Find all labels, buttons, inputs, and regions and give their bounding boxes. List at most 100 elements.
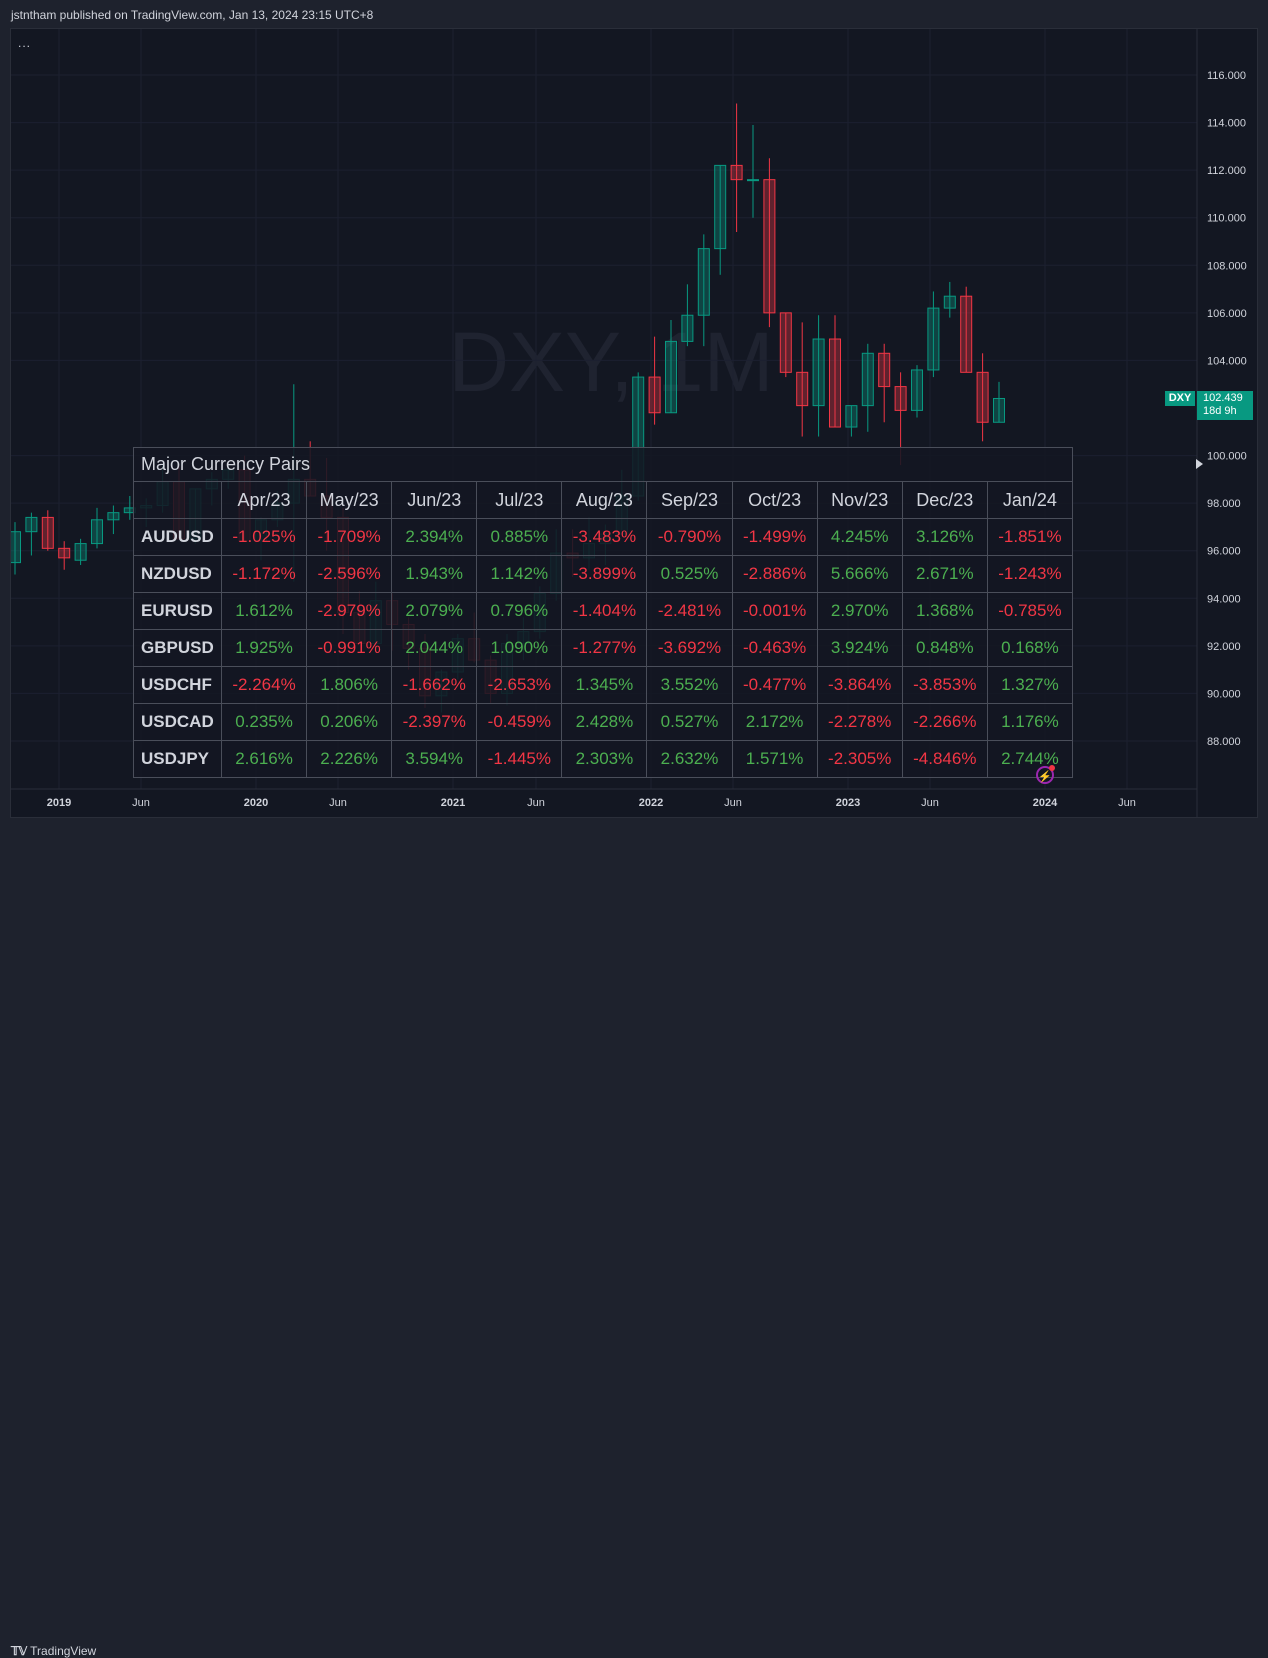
candle-up	[943, 295, 956, 309]
scroll-right-arrow-icon[interactable]	[1196, 459, 1203, 469]
price-tick-label: 98.000	[1207, 498, 1241, 510]
price-tick-label: 90.000	[1207, 688, 1241, 700]
change-cell: -1.709%	[306, 518, 393, 556]
time-tick-label: Jun	[132, 797, 150, 809]
corner-cell	[133, 481, 222, 519]
price-tick-label: 96.000	[1207, 546, 1241, 558]
month-header: Jan/24	[986, 481, 1074, 519]
change-cell: -1.851%	[986, 518, 1074, 556]
change-cell: -0.790%	[646, 518, 733, 556]
candle-up	[697, 248, 710, 316]
change-cell: 1.176%	[986, 703, 1074, 741]
last-price: 102.439	[1203, 392, 1243, 404]
price-tick-label: 114.000	[1207, 118, 1246, 130]
change-cell: 2.616%	[220, 740, 308, 778]
time-tick-label: 2024	[1033, 797, 1058, 809]
lightning-icon[interactable]: ⚡	[1036, 766, 1054, 784]
symbol-tag: DXY	[1165, 391, 1195, 406]
table-title: Major Currency Pairs	[133, 447, 1073, 481]
pair-name: EURUSD	[133, 592, 222, 630]
change-cell: -2.979%	[306, 592, 393, 630]
candle-down	[779, 312, 792, 373]
change-cell: 2.044%	[391, 629, 478, 667]
change-cell: 0.525%	[646, 555, 733, 593]
table-row: USDJPY 2.616% 2.226% 3.594% -1.445% 2.303% 2.6…	[133, 740, 1074, 778]
table-row: NZDUSD -1.172% -2.596% 1.943% 1.142% -3.899% 0…	[133, 555, 1074, 593]
change-cell: -1.404%	[561, 592, 648, 630]
change-cell: -0.001%	[731, 592, 818, 630]
change-cell: 2.079%	[391, 592, 478, 630]
candle-down	[763, 179, 776, 314]
candle-down	[976, 371, 989, 423]
change-cell: -2.305%	[816, 740, 903, 778]
time-tick-label: Jun	[724, 797, 742, 809]
change-cell: -2.264%	[220, 666, 308, 704]
change-cell: 4.245%	[816, 518, 903, 556]
table-row: USDCAD 0.235% 0.206% -2.397% -0.459% 2.428% 0.…	[133, 703, 1074, 741]
candle-up	[911, 369, 923, 411]
change-cell: 1.943%	[391, 555, 478, 593]
candle-down	[41, 516, 54, 549]
candle-down	[829, 338, 841, 428]
pair-name: USDJPY	[133, 740, 222, 778]
candle-up	[11, 531, 21, 564]
candle-down	[648, 376, 661, 414]
tradingview-logo-icon: 𝕋𝕍	[11, 1644, 27, 1658]
change-cell: -3.853%	[901, 666, 988, 704]
tradingview-logo[interactable]: 𝕋𝕍 TradingView	[11, 1644, 96, 1658]
candle-up	[74, 543, 87, 561]
change-cell: 2.303%	[561, 740, 648, 778]
change-cell: 0.796%	[476, 592, 563, 630]
change-cell: 0.527%	[646, 703, 733, 741]
change-cell: -0.459%	[476, 703, 563, 741]
pair-name: NZDUSD	[133, 555, 222, 593]
change-cell: -2.397%	[391, 703, 478, 741]
change-cell: -2.481%	[646, 592, 733, 630]
candle-up	[812, 338, 825, 407]
more-menu-icon[interactable]: ...	[18, 36, 32, 50]
change-cell: 1.090%	[476, 629, 563, 667]
change-cell: -2.886%	[731, 555, 818, 593]
price-tick-label: 104.000	[1207, 355, 1247, 367]
change-cell: 2.671%	[901, 555, 988, 593]
price-tick-label: 94.000	[1207, 593, 1241, 605]
change-cell: -3.864%	[816, 666, 903, 704]
month-header: Dec/23	[901, 481, 988, 519]
price-tick-label: 110.000	[1207, 213, 1246, 225]
change-cell: -1.025%	[220, 518, 308, 556]
change-cell: 3.126%	[901, 518, 988, 556]
time-tick-label: Jun	[329, 797, 347, 809]
change-cell: 2.428%	[561, 703, 648, 741]
candle-down	[730, 164, 743, 181]
table-row: USDCHF -2.264% 1.806% -1.662% -2.653% 1.345% 3…	[133, 666, 1074, 704]
last-price-tag: 102.439 18d 9h	[1197, 391, 1253, 420]
change-cell: -3.692%	[646, 629, 733, 667]
candle-up	[747, 179, 759, 182]
table-row: EURUSD 1.612% -2.979% 2.079% 0.796% -1.404% -2…	[133, 592, 1074, 630]
pair-name: AUDUSD	[133, 518, 222, 556]
footer: 𝕋𝕍 TradingView	[0, 818, 1268, 1658]
change-cell: 1.806%	[306, 666, 393, 704]
change-cell: 1.142%	[476, 555, 563, 593]
change-cell: -0.477%	[731, 666, 818, 704]
candle-up	[861, 352, 874, 407]
change-cell: -0.463%	[731, 629, 818, 667]
change-cell: 2.226%	[306, 740, 393, 778]
month-header: Nov/23	[816, 481, 903, 519]
table-row: GBPUSD 1.925% -0.991% 2.044% 1.090% -1.277% -3…	[133, 629, 1074, 667]
symbol-watermark: DXY, 1M	[448, 315, 773, 409]
month-header: Apr/23	[220, 481, 308, 519]
price-tick-label: 112.000	[1207, 165, 1246, 177]
change-cell: -4.846%	[901, 740, 988, 778]
change-cell: 3.594%	[391, 740, 478, 778]
time-tick-label: 2020	[244, 797, 268, 809]
candle-down	[878, 352, 891, 388]
month-header: Jun/23	[391, 481, 478, 519]
month-header: May/23	[306, 481, 393, 519]
candle-up	[91, 519, 103, 545]
candle-up	[25, 516, 38, 533]
time-tick-label: 2023	[836, 797, 860, 809]
change-cell: 0.885%	[476, 518, 563, 556]
currency-pairs-table: Major Currency Pairs Apr/23 May/23 Jun/23 J…	[133, 447, 1074, 778]
time-tick-label: 2021	[441, 797, 465, 809]
